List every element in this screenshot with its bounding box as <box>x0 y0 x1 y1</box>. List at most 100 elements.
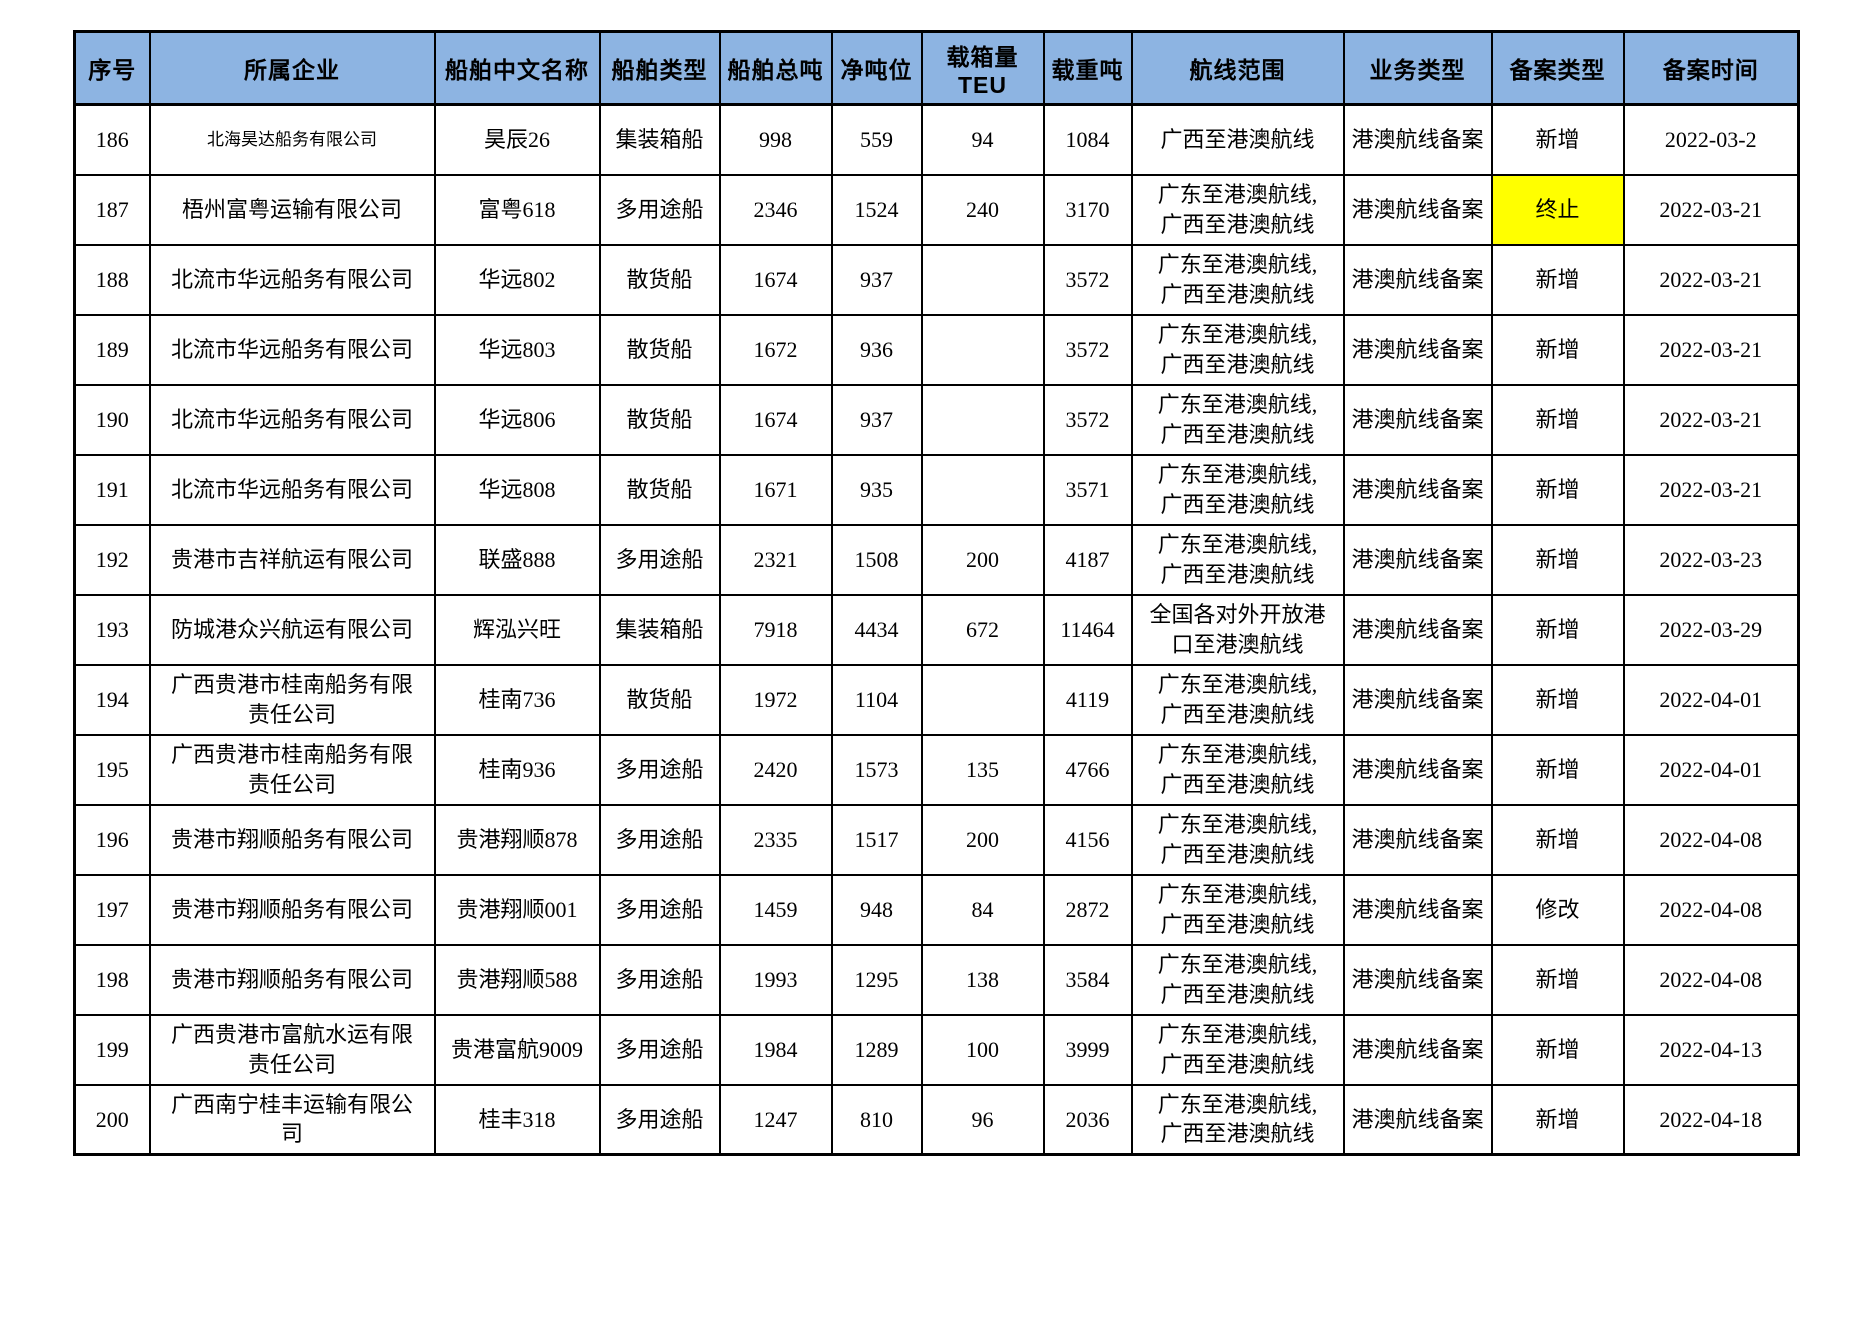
cell-route: 广东至港澳航线, 广西至港澳航线 <box>1130 943 1345 1016</box>
cell-filing_type: 终止 <box>1490 173 1625 246</box>
column-header-ship_type: 船舶类型 <box>598 30 721 106</box>
cell-business_type: 港澳航线备案 <box>1342 593 1493 666</box>
cell-teu: 200 <box>920 523 1045 596</box>
cell-seq: 193 <box>73 593 151 666</box>
cell-route: 广东至港澳航线, 广西至港澳航线 <box>1130 733 1345 806</box>
cell-business_type: 港澳航线备案 <box>1342 1083 1493 1156</box>
cell-filing_date: 2022-04-18 <box>1622 1083 1800 1156</box>
cell-company: 贵港市翔顺船务有限公司 <box>148 943 436 1016</box>
cell-gross_tonnage: 2346 <box>718 173 833 246</box>
table-row: 195 广西贵港市桂南船务有限 责任公司 桂南936 多用途船 2420 1573 135 4… <box>73 733 1800 806</box>
cell-seq: 192 <box>73 523 151 596</box>
cell-teu: 84 <box>920 873 1045 946</box>
cell-net_tonnage: 937 <box>830 383 923 456</box>
table-body: 186 北海昊达船务有限公司 昊辰26 集装箱船 998 559 94 1084 广西至港澳航线… <box>73 103 1800 1156</box>
cell-route: 广东至港澳航线, 广西至港澳航线 <box>1130 173 1345 246</box>
cell-filing_type: 新增 <box>1490 103 1625 176</box>
column-header-business_type: 业务类型 <box>1342 30 1493 106</box>
cell-deadweight: 4156 <box>1042 803 1133 876</box>
cell-company: 广西贵港市桂南船务有限 责任公司 <box>148 663 436 736</box>
cell-seq: 198 <box>73 943 151 1016</box>
cell-filing_date: 2022-04-08 <box>1622 873 1800 946</box>
cell-company: 北流市华远船务有限公司 <box>148 243 436 316</box>
cell-gross_tonnage: 7918 <box>718 593 833 666</box>
table-row: 186 北海昊达船务有限公司 昊辰26 集装箱船 998 559 94 1084 广西至港澳航线… <box>73 103 1800 176</box>
cell-gross_tonnage: 1972 <box>718 663 833 736</box>
cell-net_tonnage: 1524 <box>830 173 923 246</box>
cell-net_tonnage: 1573 <box>830 733 923 806</box>
cell-gross_tonnage: 1993 <box>718 943 833 1016</box>
cell-business_type: 港澳航线备案 <box>1342 313 1493 386</box>
cell-filing_type: 新增 <box>1490 383 1625 456</box>
cell-business_type: 港澳航线备案 <box>1342 803 1493 876</box>
cell-ship_type: 多用途船 <box>598 873 721 946</box>
cell-ship_name: 贵港翔顺878 <box>433 803 601 876</box>
table-row: 197 贵港市翔顺船务有限公司 贵港翔顺001 多用途船 1459 948 84 2872 广东… <box>73 873 1800 946</box>
cell-teu: 200 <box>920 803 1045 876</box>
cell-filing_date: 2022-03-2 <box>1622 103 1800 176</box>
cell-route: 全国各对外开放港 口至港澳航线 <box>1130 593 1345 666</box>
table-row: 198 贵港市翔顺船务有限公司 贵港翔顺588 多用途船 1993 1295 138 3584… <box>73 943 1800 1016</box>
cell-seq: 200 <box>73 1083 151 1156</box>
cell-ship_name: 富粤618 <box>433 173 601 246</box>
cell-filing_date: 2022-04-08 <box>1622 943 1800 1016</box>
cell-filing_type: 新增 <box>1490 733 1625 806</box>
cell-ship_name: 华远806 <box>433 383 601 456</box>
cell-route: 广东至港澳航线, 广西至港澳航线 <box>1130 243 1345 316</box>
table-row: 193 防城港众兴航运有限公司 辉泓兴旺 集装箱船 7918 4434 672 11464 全国… <box>73 593 1800 666</box>
column-header-net_tonnage: 净吨位 <box>830 30 923 106</box>
cell-teu: 135 <box>920 733 1045 806</box>
cell-gross_tonnage: 998 <box>718 103 833 176</box>
cell-filing_date: 2022-04-01 <box>1622 733 1800 806</box>
cell-teu: 240 <box>920 173 1045 246</box>
cell-net_tonnage: 1517 <box>830 803 923 876</box>
cell-deadweight: 4119 <box>1042 663 1133 736</box>
table-row: 196 贵港市翔顺船务有限公司 贵港翔顺878 多用途船 2335 1517 200 4156… <box>73 803 1800 876</box>
cell-company: 贵港市翔顺船务有限公司 <box>148 803 436 876</box>
cell-deadweight: 3584 <box>1042 943 1133 1016</box>
cell-deadweight: 11464 <box>1042 593 1133 666</box>
cell-ship_type: 散货船 <box>598 453 721 526</box>
cell-route: 广东至港澳航线, 广西至港澳航线 <box>1130 523 1345 596</box>
cell-teu <box>920 313 1045 386</box>
cell-deadweight: 3572 <box>1042 243 1133 316</box>
cell-company: 北流市华远船务有限公司 <box>148 453 436 526</box>
cell-deadweight: 2036 <box>1042 1083 1133 1156</box>
cell-seq: 197 <box>73 873 151 946</box>
cell-ship_name: 辉泓兴旺 <box>433 593 601 666</box>
cell-company: 梧州富粤运输有限公司 <box>148 173 436 246</box>
cell-ship_name: 联盛888 <box>433 523 601 596</box>
cell-ship_type: 多用途船 <box>598 1083 721 1156</box>
spreadsheet-page: 序号 所属企业 船舶中文名称 船舶类型 船舶总吨 净吨位 载箱量TEU 载重吨 航线范围 业务类型… <box>73 30 1800 1156</box>
table-row: 191 北流市华远船务有限公司 华远808 散货船 1671 935 3571 广东至港澳航线… <box>73 453 1800 526</box>
cell-net_tonnage: 937 <box>830 243 923 316</box>
table-row: 190 北流市华远船务有限公司 华远806 散货船 1674 937 3572 广东至港澳航线… <box>73 383 1800 456</box>
cell-deadweight: 3572 <box>1042 313 1133 386</box>
column-header-filing_type: 备案类型 <box>1490 30 1625 106</box>
cell-route: 广东至港澳航线, 广西至港澳航线 <box>1130 383 1345 456</box>
cell-ship_name: 华远803 <box>433 313 601 386</box>
cell-company: 广西南宁桂丰运输有限公 司 <box>148 1083 436 1156</box>
cell-seq: 196 <box>73 803 151 876</box>
cell-business_type: 港澳航线备案 <box>1342 383 1493 456</box>
cell-filing_date: 2022-04-08 <box>1622 803 1800 876</box>
cell-filing_date: 2022-03-21 <box>1622 243 1800 316</box>
cell-net_tonnage: 936 <box>830 313 923 386</box>
cell-seq: 190 <box>73 383 151 456</box>
table-header-row: 序号 所属企业 船舶中文名称 船舶类型 船舶总吨 净吨位 载箱量TEU 载重吨 航线范围 业务类型… <box>73 30 1800 106</box>
cell-ship_name: 昊辰26 <box>433 103 601 176</box>
cell-business_type: 港澳航线备案 <box>1342 873 1493 946</box>
cell-net_tonnage: 935 <box>830 453 923 526</box>
cell-seq: 199 <box>73 1013 151 1086</box>
cell-teu: 96 <box>920 1083 1045 1156</box>
cell-ship_name: 桂南736 <box>433 663 601 736</box>
cell-gross_tonnage: 1984 <box>718 1013 833 1086</box>
cell-ship_name: 贵港翔顺588 <box>433 943 601 1016</box>
cell-filing_date: 2022-03-29 <box>1622 593 1800 666</box>
cell-business_type: 港澳航线备案 <box>1342 943 1493 1016</box>
cell-net_tonnage: 4434 <box>830 593 923 666</box>
cell-ship_name: 华远802 <box>433 243 601 316</box>
column-header-seq: 序号 <box>73 30 151 106</box>
cell-teu <box>920 243 1045 316</box>
cell-filing_type: 新增 <box>1490 453 1625 526</box>
